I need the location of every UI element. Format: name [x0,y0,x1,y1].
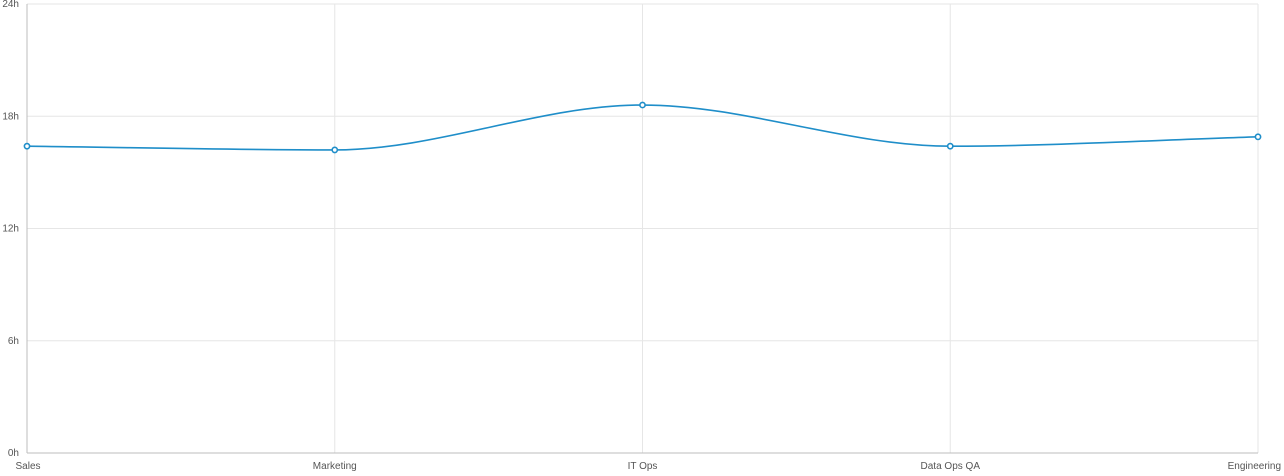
y-tick-label: 18h [2,111,19,122]
y-tick-label: 24h [2,0,19,10]
data-point [24,144,29,149]
data-point [1255,134,1260,139]
data-point [332,147,337,152]
x-tick-label: Engineering [1228,461,1281,472]
x-tick-label: Sales [15,461,40,472]
y-tick-label: 12h [2,224,19,235]
x-tick-label: IT Ops [628,461,658,472]
grid-lines [27,4,1258,453]
data-point [640,102,645,107]
data-point [948,144,953,149]
x-tick-label: Marketing [313,461,357,472]
x-tick-label: Data Ops QA [921,461,981,472]
y-tick-label: 0h [8,448,19,459]
y-tick-label: 6h [8,336,19,347]
